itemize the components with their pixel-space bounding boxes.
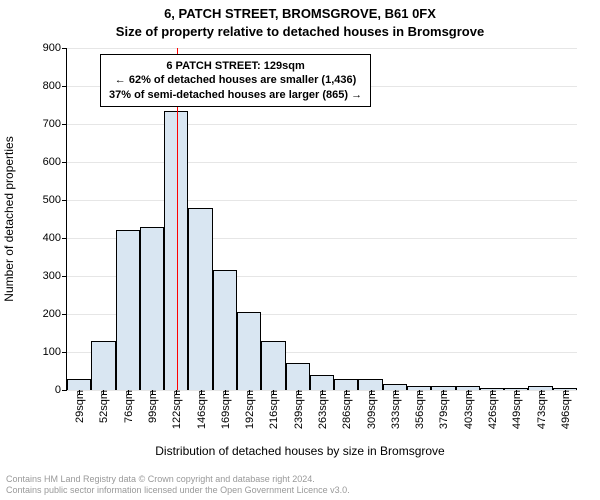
attribution-footer: Contains HM Land Registry data © Crown c… xyxy=(6,474,350,496)
ytick-label: 600 xyxy=(43,156,67,168)
ytick-label: 300 xyxy=(43,270,67,282)
xtick-label: 169sqm xyxy=(218,390,232,429)
histogram-bar xyxy=(310,375,334,390)
histogram-bar xyxy=(67,379,91,390)
xtick-label: 473sqm xyxy=(534,390,548,429)
xtick-label: 122sqm xyxy=(169,390,183,429)
xtick-label: 146sqm xyxy=(194,390,208,429)
xtick-label: 333sqm xyxy=(388,390,402,429)
xtick-label: 356sqm xyxy=(412,390,426,429)
ytick-label: 100 xyxy=(43,346,67,358)
gridline xyxy=(67,48,577,49)
ytick-label: 200 xyxy=(43,308,67,320)
histogram-bar xyxy=(334,379,358,390)
xtick-label: 496sqm xyxy=(558,390,572,429)
xtick-label: 29sqm xyxy=(72,390,86,423)
histogram-bar xyxy=(358,379,382,390)
ytick-label: 0 xyxy=(55,384,67,396)
histogram-bar xyxy=(213,270,237,390)
ytick-label: 900 xyxy=(43,42,67,54)
annotation-line-3: 37% of semi-detached houses are larger (… xyxy=(109,88,362,102)
histogram-bar xyxy=(188,208,212,390)
gridline xyxy=(67,200,577,201)
xtick-label: 403sqm xyxy=(461,390,475,429)
xtick-label: 239sqm xyxy=(291,390,305,429)
annotation-line-2: ← 62% of detached houses are smaller (1,… xyxy=(109,73,362,87)
xtick-label: 263sqm xyxy=(315,390,329,429)
histogram-bar xyxy=(116,230,140,390)
xtick-label: 76sqm xyxy=(121,390,135,423)
ytick-label: 800 xyxy=(43,80,67,92)
histogram-bar xyxy=(261,341,285,390)
xtick-label: 52sqm xyxy=(96,390,110,423)
x-axis-label: Distribution of detached houses by size … xyxy=(0,444,600,458)
ytick-label: 500 xyxy=(43,194,67,206)
xtick-label: 216sqm xyxy=(266,390,280,429)
histogram-bar xyxy=(91,341,115,390)
xtick-label: 192sqm xyxy=(242,390,256,429)
histogram-bar xyxy=(286,363,310,390)
gridline xyxy=(67,162,577,163)
y-axis-label: Number of detached properties xyxy=(2,136,16,301)
xtick-label: 99sqm xyxy=(145,390,159,423)
annotation-box: 6 PATCH STREET: 129sqm ← 62% of detached… xyxy=(100,54,371,107)
xtick-label: 286sqm xyxy=(339,390,353,429)
chart-supertitle: 6, PATCH STREET, BROMSGROVE, B61 0FX xyxy=(0,6,600,21)
xtick-label: 449sqm xyxy=(509,390,523,429)
xtick-label: 309sqm xyxy=(364,390,378,429)
gridline xyxy=(67,124,577,125)
histogram-bar xyxy=(237,312,261,390)
annotation-line-1: 6 PATCH STREET: 129sqm xyxy=(109,59,362,73)
xtick-label: 426sqm xyxy=(485,390,499,429)
ytick-label: 700 xyxy=(43,118,67,130)
footer-line-1: Contains HM Land Registry data © Crown c… xyxy=(6,474,350,485)
histogram-bar xyxy=(140,227,164,390)
xtick-label: 379sqm xyxy=(436,390,450,429)
footer-line-2: Contains public sector information licen… xyxy=(6,485,350,496)
chart-title: Size of property relative to detached ho… xyxy=(0,24,600,39)
ytick-label: 400 xyxy=(43,232,67,244)
